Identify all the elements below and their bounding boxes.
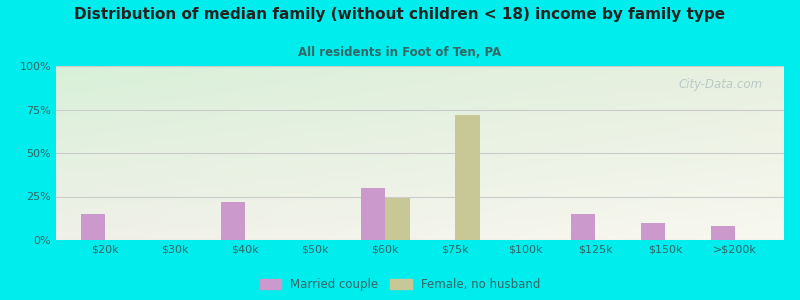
- Bar: [710, 226, 735, 240]
- Bar: [570, 214, 595, 240]
- Text: All residents in Foot of Ten, PA: All residents in Foot of Ten, PA: [298, 46, 502, 59]
- Bar: [455, 115, 479, 240]
- Bar: [361, 188, 385, 240]
- Text: Distribution of median family (without children < 18) income by family type: Distribution of median family (without c…: [74, 8, 726, 22]
- Text: City-Data.com: City-Data.com: [678, 78, 762, 91]
- Bar: [641, 223, 665, 240]
- Legend: Married couple, Female, no husband: Married couple, Female, no husband: [260, 278, 540, 291]
- Bar: [385, 198, 410, 240]
- Bar: [221, 202, 245, 240]
- Bar: [81, 214, 105, 240]
